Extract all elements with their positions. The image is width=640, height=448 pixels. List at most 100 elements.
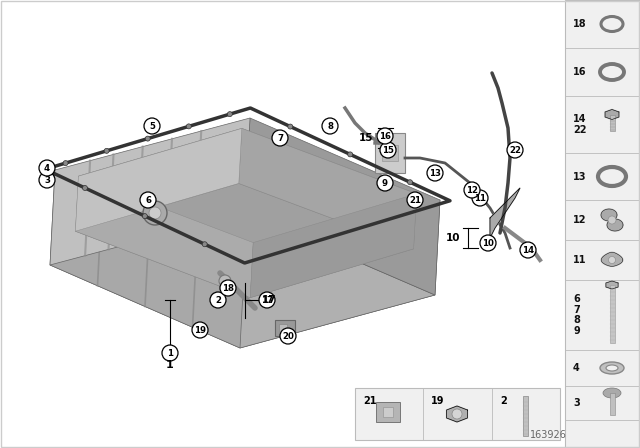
Text: 19: 19 <box>431 396 445 406</box>
Text: 3: 3 <box>573 398 580 408</box>
Text: 21: 21 <box>409 195 421 204</box>
Circle shape <box>140 192 156 208</box>
Circle shape <box>608 216 616 224</box>
Circle shape <box>380 142 396 158</box>
Circle shape <box>142 214 147 219</box>
Circle shape <box>288 124 292 129</box>
Circle shape <box>186 124 191 129</box>
Text: 14: 14 <box>522 246 534 254</box>
Polygon shape <box>250 194 417 297</box>
Circle shape <box>202 242 207 247</box>
Text: 13: 13 <box>429 168 441 177</box>
Text: 18: 18 <box>573 19 587 29</box>
Text: 4: 4 <box>44 164 50 172</box>
Circle shape <box>507 142 523 158</box>
Circle shape <box>407 192 423 208</box>
Circle shape <box>322 118 338 134</box>
Text: 16: 16 <box>573 67 586 77</box>
Text: 15: 15 <box>382 146 394 155</box>
Bar <box>275 320 295 336</box>
Circle shape <box>280 328 296 344</box>
Polygon shape <box>601 209 617 221</box>
Text: 2: 2 <box>215 296 221 305</box>
Ellipse shape <box>600 362 624 374</box>
Text: 15: 15 <box>358 133 373 143</box>
Circle shape <box>104 148 109 153</box>
Text: 16: 16 <box>379 132 391 141</box>
Circle shape <box>83 185 88 190</box>
Ellipse shape <box>603 388 621 398</box>
Circle shape <box>452 409 462 419</box>
Circle shape <box>480 235 496 251</box>
Text: 1: 1 <box>166 360 174 370</box>
Circle shape <box>144 118 160 134</box>
Circle shape <box>210 292 226 308</box>
Text: 21: 21 <box>363 396 376 406</box>
Circle shape <box>162 345 178 361</box>
Text: 3: 3 <box>44 176 50 185</box>
Text: 19: 19 <box>194 326 206 335</box>
Bar <box>565 0 640 448</box>
Circle shape <box>192 322 208 338</box>
Polygon shape <box>79 129 417 243</box>
Polygon shape <box>50 118 250 265</box>
Text: 11: 11 <box>474 194 486 202</box>
Text: 13: 13 <box>573 172 586 181</box>
Polygon shape <box>76 183 413 297</box>
Text: 8: 8 <box>327 121 333 130</box>
Circle shape <box>227 112 232 116</box>
Bar <box>609 285 614 343</box>
Text: 14
22: 14 22 <box>573 114 586 135</box>
Bar <box>609 393 614 415</box>
Polygon shape <box>245 118 440 295</box>
Polygon shape <box>76 129 242 231</box>
Bar <box>382 145 398 161</box>
Circle shape <box>520 242 536 258</box>
Text: 163926: 163926 <box>529 430 566 440</box>
Circle shape <box>472 190 488 206</box>
Bar <box>375 133 405 173</box>
Circle shape <box>259 292 275 308</box>
Polygon shape <box>601 252 623 266</box>
Polygon shape <box>490 188 520 238</box>
Circle shape <box>464 182 480 198</box>
Text: 10: 10 <box>482 238 494 247</box>
Circle shape <box>272 130 288 146</box>
Circle shape <box>609 257 616 263</box>
Text: 18: 18 <box>222 284 234 293</box>
Polygon shape <box>76 176 253 297</box>
Bar <box>355 388 560 440</box>
Circle shape <box>427 165 443 181</box>
Bar <box>279 324 287 332</box>
Circle shape <box>219 275 231 287</box>
Bar <box>376 402 400 422</box>
Circle shape <box>377 128 393 144</box>
Circle shape <box>149 207 161 219</box>
Text: 20: 20 <box>282 332 294 340</box>
Text: 17: 17 <box>262 295 276 305</box>
Text: 11: 11 <box>573 255 586 265</box>
Text: 6: 6 <box>145 195 151 204</box>
Text: 7: 7 <box>277 134 283 142</box>
Text: 12: 12 <box>466 185 478 194</box>
Circle shape <box>408 180 413 185</box>
Circle shape <box>348 152 353 157</box>
Text: 1: 1 <box>167 349 173 358</box>
Text: 17: 17 <box>261 296 273 305</box>
Text: 5: 5 <box>149 121 155 130</box>
Circle shape <box>143 201 167 225</box>
Bar <box>383 407 393 417</box>
Circle shape <box>145 136 150 141</box>
Polygon shape <box>606 281 618 289</box>
Polygon shape <box>607 219 623 231</box>
Polygon shape <box>50 170 245 348</box>
Text: 2: 2 <box>500 396 507 406</box>
Text: 22: 22 <box>509 146 521 155</box>
Polygon shape <box>447 406 467 422</box>
Circle shape <box>63 160 68 166</box>
Circle shape <box>39 160 55 176</box>
Polygon shape <box>240 200 440 348</box>
Text: 10: 10 <box>445 233 460 243</box>
Text: 4: 4 <box>573 363 580 373</box>
Circle shape <box>220 280 236 296</box>
